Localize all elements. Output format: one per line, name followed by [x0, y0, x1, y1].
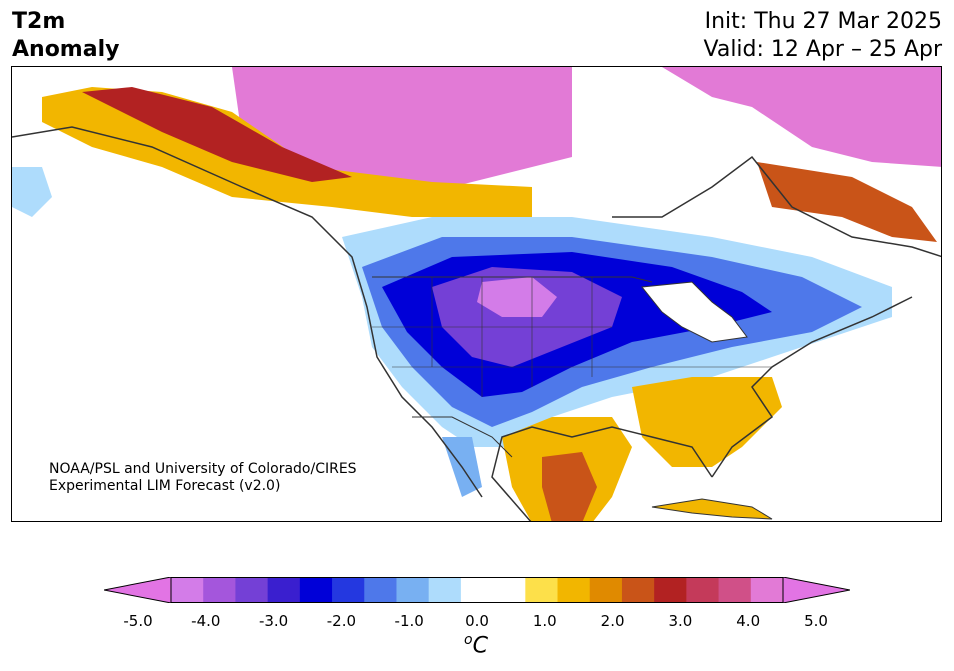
state-borders: [372, 277, 772, 397]
anomaly-region-arctic: [232, 67, 572, 187]
colorbar-tick-label: 0.0: [465, 612, 489, 630]
credit-text: NOAA/PSL and University of Colorado/CIRE…: [49, 461, 357, 495]
anomaly-region-cold-peak: [477, 277, 557, 317]
colorbar-segment: [171, 577, 204, 603]
colorbar-tick-label: 2.0: [600, 612, 625, 630]
colorbar-under-triangle: [104, 577, 172, 603]
colorbar-segment: [686, 577, 720, 603]
colorbar-segment: [267, 577, 301, 603]
colorbar-tick-label: -3.0: [258, 612, 289, 630]
great-lakes: [641, 281, 748, 343]
colorbar-tick-label: -4.0: [191, 612, 221, 630]
colorbar-segment: [557, 577, 591, 603]
colorbar-segment: [750, 577, 784, 603]
colorbar-tick-label: -1.0: [394, 612, 424, 630]
border-us-canada: [372, 276, 653, 283]
colorbar-tick-label: 3.0: [668, 612, 693, 630]
colorbar-segment: [364, 577, 397, 603]
colorbar-tick-label: 4.0: [736, 612, 761, 630]
coastline-east: [491, 155, 941, 521]
cuba: [651, 498, 773, 520]
coastline-west: [12, 126, 483, 498]
colorbar-segment: [299, 577, 333, 603]
colorbar-segment: [718, 577, 752, 603]
colorbar-segment: [396, 577, 430, 603]
anomaly-region-warm-west-core: [82, 87, 352, 182]
colorbar-segment: [460, 577, 494, 603]
colorbar-tick-label: -2.0: [326, 612, 357, 630]
colorbar: [104, 577, 850, 603]
colorbar-segment: [428, 577, 462, 603]
colorbar-tick-label: 1.0: [532, 612, 557, 630]
colorbar-segment: [203, 577, 236, 603]
variable-name: T2m: [12, 9, 66, 34]
init-date: Init: Thu 27 Mar 2025: [704, 9, 942, 34]
colorbar-tick-label: -5.0: [123, 612, 153, 630]
credit-line-1: NOAA/PSL and University of Colorado/CIRE…: [49, 461, 357, 477]
map-title: T2m Anomaly: [12, 8, 119, 64]
colorbar-tick-label: 5.0: [804, 612, 828, 630]
credit-line-2: Experimental LIM Forecast (v2.0): [49, 478, 281, 494]
border-us-mexico: [412, 416, 513, 458]
colorbar-segment: [621, 577, 655, 603]
colorbar-segment: [654, 577, 687, 603]
map-svg: [12, 67, 941, 521]
anomaly-map: [11, 66, 942, 522]
anomaly-region-arctic-islands: [662, 67, 941, 167]
colorbar-segment: [493, 577, 526, 603]
colorbar-segment: [525, 577, 559, 603]
colorbar-border: [170, 577, 784, 603]
colorbar-unit: oC: [464, 632, 488, 659]
colorbar-segment: [235, 577, 269, 603]
colorbar-over-triangle: [782, 577, 850, 603]
colorbar-segment: [589, 577, 623, 603]
variable-type: Anomaly: [12, 37, 120, 62]
anomaly-region-warm-gulf-core: [542, 452, 597, 521]
forecast-dates: Init: Thu 27 Mar 2025 Valid: 12 Apr – 25…: [704, 8, 943, 64]
anomaly-region-warm-southeast: [632, 377, 782, 467]
anomaly-region-alaska-cold: [12, 167, 52, 217]
anomaly-region-warm-east: [757, 162, 937, 242]
colorbar-segment: [332, 577, 365, 603]
valid-period: Valid: 12 Apr – 25 Apr: [703, 37, 943, 62]
